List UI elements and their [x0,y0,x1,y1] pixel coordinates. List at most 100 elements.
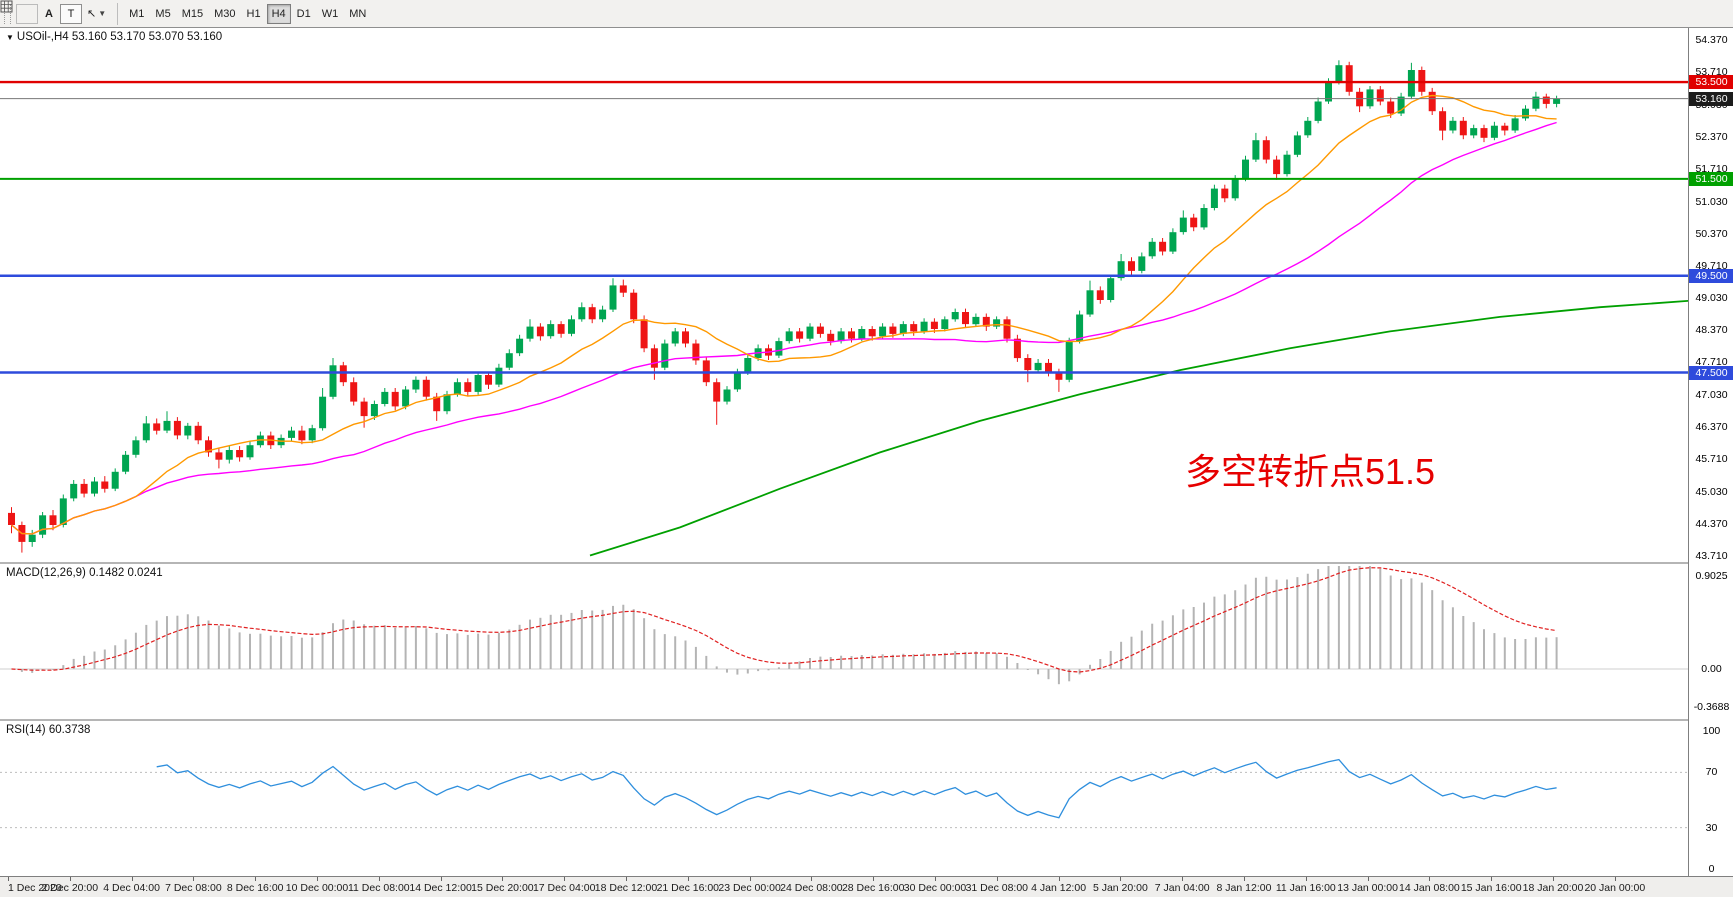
price-axis-label: 47.030 [1695,389,1728,402]
time-axis-label: 8 Jan 12:00 [1216,882,1272,894]
cursor-tool-button[interactable]: ↖ ▼ [82,4,111,24]
cursor-icon: ↖ [87,8,97,20]
price-axis-label: 43.710 [1695,550,1728,562]
time-axis-label: 30 Dec 00:00 [903,882,967,894]
time-tick [378,877,380,881]
time-tick [131,877,133,881]
time-axis-label: 7 Dec 08:00 [165,882,222,894]
timeframe-button-h4[interactable]: H4 [266,3,291,24]
rsi-axis-label: 70 [1705,766,1718,779]
rsi-chart-canvas[interactable] [0,721,1688,876]
time-axis-label: 7 Jan 04:00 [1154,882,1210,894]
symbol-dropdown-icon[interactable]: ▼ [6,33,14,42]
chart-annotation: 多空转折点51.5 [1185,451,1436,492]
level-price-tag: 51.500 [1689,171,1733,186]
macd-label: MACD(12,26,9) 0.1482 0.0241 [6,567,163,579]
time-axis-label: 11 Jan 16:00 [1275,882,1336,894]
timeframe-button-w1[interactable]: W1 [321,7,339,20]
rsi-panel[interactable]: RSI(14) 60.3738 [0,721,1688,876]
price-axis-label: 48.370 [1695,324,1728,337]
time-tick [1058,877,1060,881]
macd-chart-canvas[interactable] [0,564,1688,719]
rsi-label: RSI(14) 60.3738 [6,724,91,736]
time-tick [626,877,627,881]
price-axis[interactable]: 54.37053.71053.03052.37051.71051.03050.3… [1688,28,1733,897]
time-tick [1553,877,1554,881]
time-axis-label: 11 Dec 08:00 [347,882,410,894]
toolbar-separator [117,2,119,25]
macd-axis-label: -0.3688 [1693,701,1730,713]
timeframe-button-mn[interactable]: MN [349,7,367,20]
time-tick [1305,877,1307,881]
time-tick [8,877,9,881]
level-price-tag: 49.500 [1689,268,1733,283]
macd-axis-label: 0.9025 [1695,570,1728,582]
time-axis-label: 31 Dec 08:00 [965,882,1029,894]
price-axis-label: 54.370 [1695,34,1728,46]
timeframe-button-h1[interactable]: H1 [246,7,261,20]
timeframe-button-m15[interactable]: M15 [181,7,204,20]
price-axis-label: 49.030 [1695,292,1728,305]
timeframe-button-d1[interactable]: D1 [296,7,311,20]
time-axis-label: 10 Dec 00:00 [285,882,349,894]
price-axis-label: 51.710 [1695,162,1728,175]
panel-splitter[interactable] [0,719,1733,721]
timeframe-button-m1[interactable]: M1 [129,7,145,20]
price-axis-label: 44.370 [1695,518,1728,531]
level-price-tag: 53.500 [1689,75,1733,90]
level-price-tag: 47.500 [1689,365,1733,380]
time-axis-label: 15 Dec 20:00 [471,882,534,894]
time-axis-label: 8 Dec 16:00 [226,882,284,894]
timeframe-button-m5[interactable]: M5 [155,7,171,20]
time-axis-label: 18 Dec 12:00 [594,882,658,894]
time-axis-label: 4 Dec 04:00 [103,882,160,894]
time-tick [1614,877,1616,881]
price-axis-label: 45.030 [1695,486,1728,499]
price-axis-label: 53.710 [1695,65,1728,78]
annotation-tool-button[interactable]: A [45,7,53,20]
chart-title: ▼ USOil-,H4 53.160 53.170 53.070 53.160 [6,31,222,43]
time-tick [749,877,751,881]
price-axis-label: 50.370 [1695,227,1728,240]
time-tick [69,877,71,881]
time-axis-label: 4 Jan 12:00 [1031,882,1087,894]
chart-title-text: USOil-,H4 53.160 53.170 53.070 53.160 [16,31,223,43]
time-tick [255,877,257,881]
time-axis-label: 2 Dec 20:00 [41,882,99,894]
time-tick [1429,877,1431,881]
time-axis-label: 18 Jan 20:00 [1522,882,1584,894]
text-tool-button[interactable]: T [60,3,82,24]
main-chart-panel[interactable]: ▼ USOil-,H4 53.160 53.170 53.070 53.160 多… [0,28,1688,562]
time-tick [935,877,936,881]
rsi-axis-label: 0 [1708,863,1715,875]
time-tick [1182,877,1184,881]
price-axis-label: 46.370 [1695,421,1728,434]
time-axis-label: 21 Dec 16:00 [656,882,720,894]
time-tick [564,877,566,881]
toolbar-grip[interactable] [4,3,11,24]
time-tick [687,877,689,881]
chart-grid-icon[interactable] [0,0,38,24]
time-axis-label: 1 Dec 2020 [8,882,62,894]
time-tick [440,877,442,881]
timeframe-button-m30[interactable]: M30 [214,7,236,20]
time-tick [811,877,813,881]
macd-panel[interactable]: MACD(12,26,9) 0.1482 0.0241 [0,564,1688,719]
time-axis[interactable]: 1 Dec 2020 2 Dec 20:00 4 Dec 04:00 7 Dec 08… [0,876,1733,897]
current-price-tag: 53.160 [1689,91,1733,106]
time-tick [193,877,195,881]
candlestick-chart-canvas[interactable] [0,28,1688,562]
time-axis-label: 28 Dec 16:00 [841,882,905,894]
macd-axis-label: 0.00 [1701,662,1722,675]
time-axis-label: 14 Jan 08:00 [1399,882,1460,894]
time-axis-label: 14 Dec 12:00 [409,882,472,894]
toolbar: A T ↖ ▼ M1 M5 M15 M30 H1 H4 D1 W1 MN [0,0,1733,28]
grid-icon [0,0,13,13]
time-axis-label: 20 Jan 00:00 [1584,882,1646,894]
time-axis-label: 24 Dec 08:00 [780,882,843,894]
time-tick [1491,877,1493,881]
panel-splitter[interactable] [0,562,1733,564]
chevron-down-icon: ▼ [98,9,107,18]
time-tick [1367,877,1369,881]
time-tick [996,877,998,881]
